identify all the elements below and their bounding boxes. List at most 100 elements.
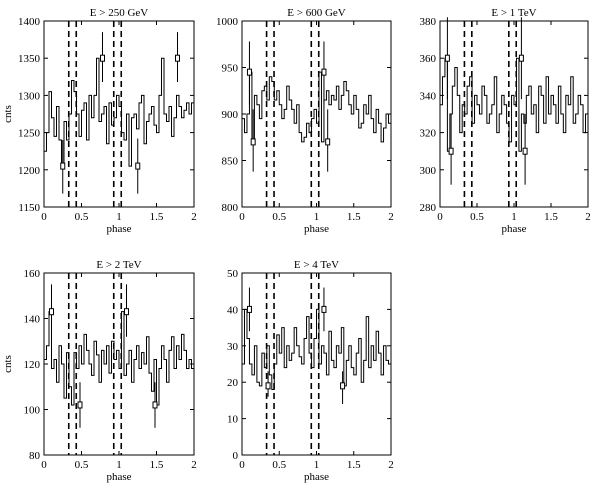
y-tick-label: 1250 [18,128,41,140]
error-bar-point [321,305,327,313]
error-bar-point [49,308,54,316]
x-axis-label: phase [304,223,329,235]
y-tick-label: 20 [227,377,239,389]
x-tick-label: 0 [41,211,47,223]
y-axis-label: cnts [2,105,14,123]
error-bar-point [152,401,158,409]
y-tick-label: 1300 [18,90,41,102]
error-bar-point [448,147,454,155]
y-tick-label: 380 [420,16,437,28]
y-tick-label: 0 [233,450,239,462]
y-tick-label: 280 [420,202,437,214]
plot-frame [43,272,195,456]
y-tick-label: 120 [24,359,41,371]
x-tick-label: 1.5 [544,211,558,223]
y-tick-label: 1000 [216,16,239,28]
x-tick-label: 1 [314,211,320,223]
error-bar-point [522,147,528,155]
x-tick-label: 0.5 [272,459,286,471]
x-axis-label: phase [501,223,526,235]
x-tick-label: 2 [388,459,394,471]
y-tick-label: 1200 [18,165,41,177]
histogram-series [242,308,391,390]
error-bar-point [135,162,141,170]
error-bar-point [246,68,252,76]
x-tick-label: 1 [116,459,122,471]
histogram-series [44,57,194,167]
error-bar-point [340,382,346,390]
x-tick-label: 0.5 [272,211,286,223]
y-tick-label: 80 [29,450,41,462]
y-tick-label: 340 [420,90,437,102]
error-bar-point [444,54,450,62]
x-tick-label: 0.5 [470,211,484,223]
y-tick-label: 950 [222,63,239,75]
chart-panel: E > 1 TeV 0 0.5 1 1.5 2 280 300 320 340 360 380 phas… [420,7,591,235]
x-axis-label: phase [106,223,131,235]
error-bar-point [250,138,256,146]
chart-panel: E > 600 GeV 0 0.5 1 1.5 2 800 850 900 950 1000 phas… [216,7,394,235]
x-tick-label: 1 [116,211,122,223]
y-tick-label: 40 [227,304,239,316]
histogram-series [242,71,391,143]
x-tick-label: 2 [191,211,197,223]
error-bar-point [518,54,524,62]
x-axis-label: phase [304,471,329,483]
x-tick-label: 2 [388,211,394,223]
chart-panel: E > 250 GeV 0 0.5 1 1.5 2 1150 1200 1250 1300 1350… [2,7,197,235]
y-tick-label: 300 [420,165,437,177]
error-bar-point [77,401,83,409]
error-bar-point [325,138,331,146]
chart-panel: E > 2 TeV 0 0.5 1 1.5 2 80 100 120 140 160 phase cnt… [2,259,197,483]
plot-frame [439,20,589,208]
histogram-series [440,57,588,152]
y-tick-label: 10 [227,414,239,426]
y-tick-label: 1150 [18,202,40,214]
y-tick-label: 50 [227,268,239,280]
x-axis-label: phase [106,471,131,483]
x-tick-label: 0 [41,459,47,471]
y-tick-label: 140 [24,314,41,326]
panel-title: E > 2 TeV [96,259,141,271]
x-tick-label: 1.5 [347,211,361,223]
y-tick-label: 100 [24,405,41,417]
panel-title: E > 250 GeV [90,7,148,19]
panel-title: E > 4 TeV [294,259,339,271]
x-tick-label: 2 [585,211,591,223]
y-tick-label: 900 [222,109,239,121]
y-tick-label: 30 [227,341,239,353]
y-tick-label: 1350 [18,53,41,65]
y-tick-label: 160 [24,268,41,280]
x-tick-label: 2 [191,459,197,471]
plot-frame [241,20,392,208]
x-tick-label: 1 [511,211,517,223]
x-tick-label: 1 [314,459,320,471]
plot-frame [43,20,195,208]
y-tick-label: 360 [420,53,437,65]
y-tick-label: 320 [420,128,437,140]
plot-frame [241,272,392,456]
x-tick-label: 0 [239,211,245,223]
x-tick-label: 0.5 [75,211,89,223]
error-bar-point [321,68,327,76]
error-bar-point [60,162,66,170]
y-tick-label: 1400 [18,16,41,28]
y-tick-label: 800 [222,202,239,214]
error-bar-point [265,382,271,390]
x-tick-label: 1.5 [347,459,361,471]
x-tick-label: 1.5 [150,459,164,471]
panel-title: E > 600 GeV [287,7,345,19]
error-bar-point [124,308,129,316]
histogram-series [44,311,194,406]
x-tick-label: 0 [239,459,245,471]
error-bar-point [175,54,180,62]
y-axis-label: cnts [2,355,14,373]
panel-title: E > 1 TeV [491,7,536,19]
error-bar-point [246,305,252,313]
error-bar-point [100,54,105,62]
x-tick-label: 0 [437,211,443,223]
x-tick-label: 0.5 [75,459,89,471]
x-tick-label: 1.5 [150,211,164,223]
